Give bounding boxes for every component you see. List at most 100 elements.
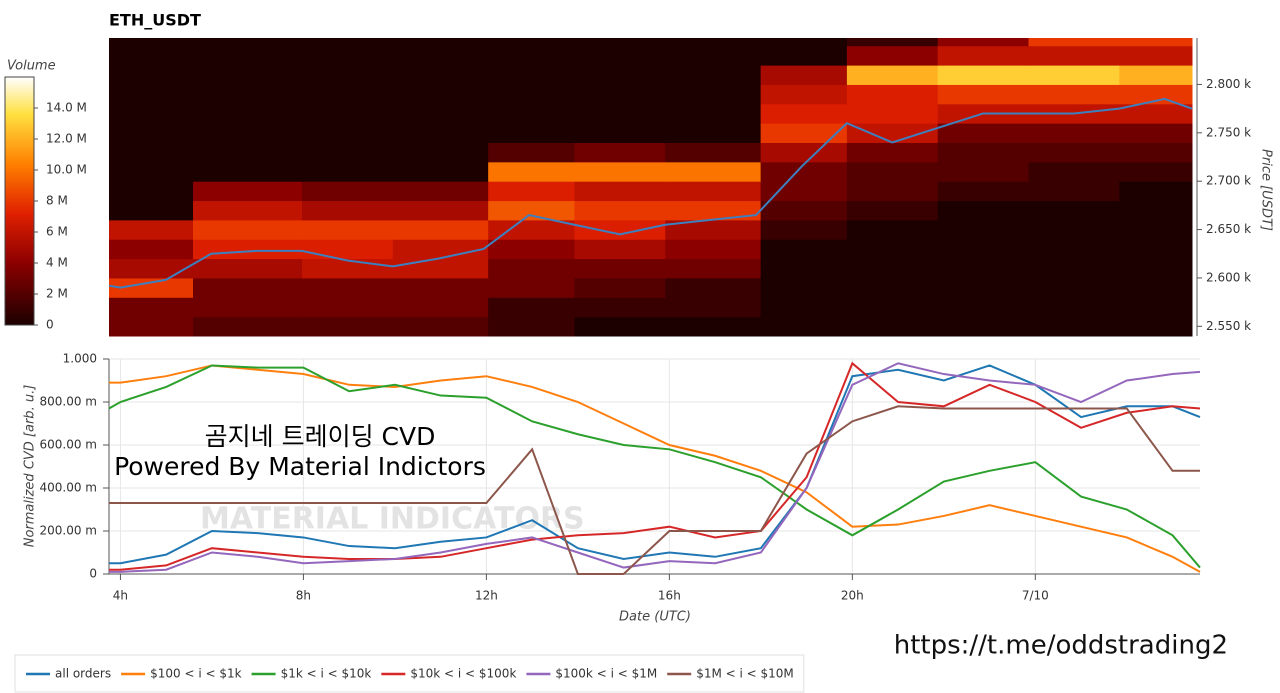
heat-cell (760, 65, 848, 85)
heat-cell (1119, 123, 1193, 143)
heat-cell (846, 84, 939, 105)
colorbar-tick-label: 0 (46, 318, 54, 332)
heat-cell (937, 161, 1030, 182)
heat-cell (109, 277, 194, 298)
heat-cell (937, 142, 1030, 163)
heat-cell (301, 123, 394, 143)
heat-cell (193, 161, 303, 182)
heat-cell (1028, 65, 1120, 85)
heat-cell (574, 84, 666, 105)
series-line (109, 362, 1201, 573)
heat-cell (109, 239, 194, 260)
heat-cell (488, 258, 575, 279)
heat-cell (392, 181, 489, 202)
y-tick-label: 800.00 m (40, 395, 98, 409)
heat-cell (193, 84, 303, 105)
heat-cell (846, 316, 939, 337)
heat-cell (665, 297, 762, 318)
heat-cell (574, 65, 666, 85)
heat-cell (760, 123, 848, 143)
heat-cell (301, 38, 394, 47)
y-tick-label: 0 (89, 567, 97, 581)
y-tick-label: 200.00 m (40, 524, 98, 538)
heat-cell (301, 277, 394, 298)
heat-cell (760, 84, 848, 105)
heat-cell (574, 258, 666, 279)
heat-cell (760, 239, 848, 260)
watermark: MATERIAL INDICATORS (200, 502, 585, 537)
legend-label: $10k < i < $100k (410, 667, 516, 681)
heat-cell (109, 65, 194, 85)
heat-cell (1028, 38, 1120, 47)
heat-cell (193, 219, 303, 240)
heat-cell (665, 161, 762, 182)
y-axis-label: Normalized CVD [arb. u.] (23, 385, 38, 548)
heat-cell (846, 239, 939, 260)
heat-cell (488, 45, 575, 66)
heat-cell (760, 297, 848, 318)
heat-cell (846, 123, 939, 143)
heat-cell (574, 142, 666, 163)
heat-cell (1119, 200, 1193, 221)
heat-cell (937, 258, 1030, 279)
series-line (109, 364, 1201, 565)
heat-cell (193, 239, 303, 260)
y-tick-label: 2.700 k (1206, 174, 1251, 188)
y-tick-label: 2.650 k (1206, 222, 1251, 236)
heat-cell (574, 161, 666, 182)
heat-cell (392, 297, 489, 318)
legend-label: all orders (55, 667, 111, 681)
legend-label: $100 < i < $1k (150, 667, 242, 681)
heat-cell (1119, 277, 1193, 298)
heat-cell (760, 181, 848, 202)
heat-cell (1028, 258, 1120, 279)
series-line (108, 364, 1201, 569)
heat-cell (193, 103, 303, 124)
heat-cell (937, 297, 1030, 318)
heat-cell (574, 38, 666, 47)
heat-cell (1119, 297, 1193, 318)
price-line (108, 97, 1193, 289)
heat-cell (665, 277, 762, 298)
heat-cell (1028, 45, 1120, 66)
heat-cell (1119, 316, 1193, 337)
heat-cell (665, 219, 762, 240)
colorbar-tick-label: 4 M (46, 256, 68, 270)
colorbar-label: Volume (7, 59, 56, 74)
heat-cell (1119, 38, 1193, 47)
colorbar-tick-label: 2 M (46, 287, 68, 301)
annotation: 곰지네 트레이딩 CVD (205, 422, 436, 451)
heat-cell (301, 142, 394, 163)
y-tick-label: 2.750 k (1206, 125, 1251, 139)
annotation: https://t.me/oddstrading2 (894, 631, 1228, 661)
legend-label: $1k < i < $10k (281, 667, 372, 681)
heat-cell (574, 219, 666, 240)
heat-cell (760, 103, 848, 124)
heat-cell (760, 277, 848, 298)
heat-cell (392, 38, 489, 47)
heat-cell (301, 103, 394, 124)
heat-cell (760, 142, 848, 163)
heat-cell (760, 258, 848, 279)
heat-cell (301, 316, 394, 337)
heat-cell (760, 45, 848, 66)
colorbar-tick-label: 6 M (46, 225, 68, 239)
heat-cell (301, 181, 394, 202)
heat-cell (1119, 84, 1193, 105)
heat-cell (109, 219, 194, 240)
heat-cell (1028, 123, 1120, 143)
heat-cell (846, 65, 939, 85)
heat-cell (1028, 181, 1120, 202)
x-axis-label: Date (UTC) (619, 610, 691, 625)
heat-cell (301, 65, 394, 85)
heat-cell (193, 258, 303, 279)
heat-cell (109, 316, 194, 337)
heat-cell (488, 123, 575, 143)
heat-cell (665, 239, 762, 260)
heat-cell (392, 123, 489, 143)
heat-cell (193, 123, 303, 143)
heat-cell (392, 239, 489, 260)
heat-cell (760, 161, 848, 182)
heat-cell (574, 200, 666, 221)
heat-cell (392, 277, 489, 298)
